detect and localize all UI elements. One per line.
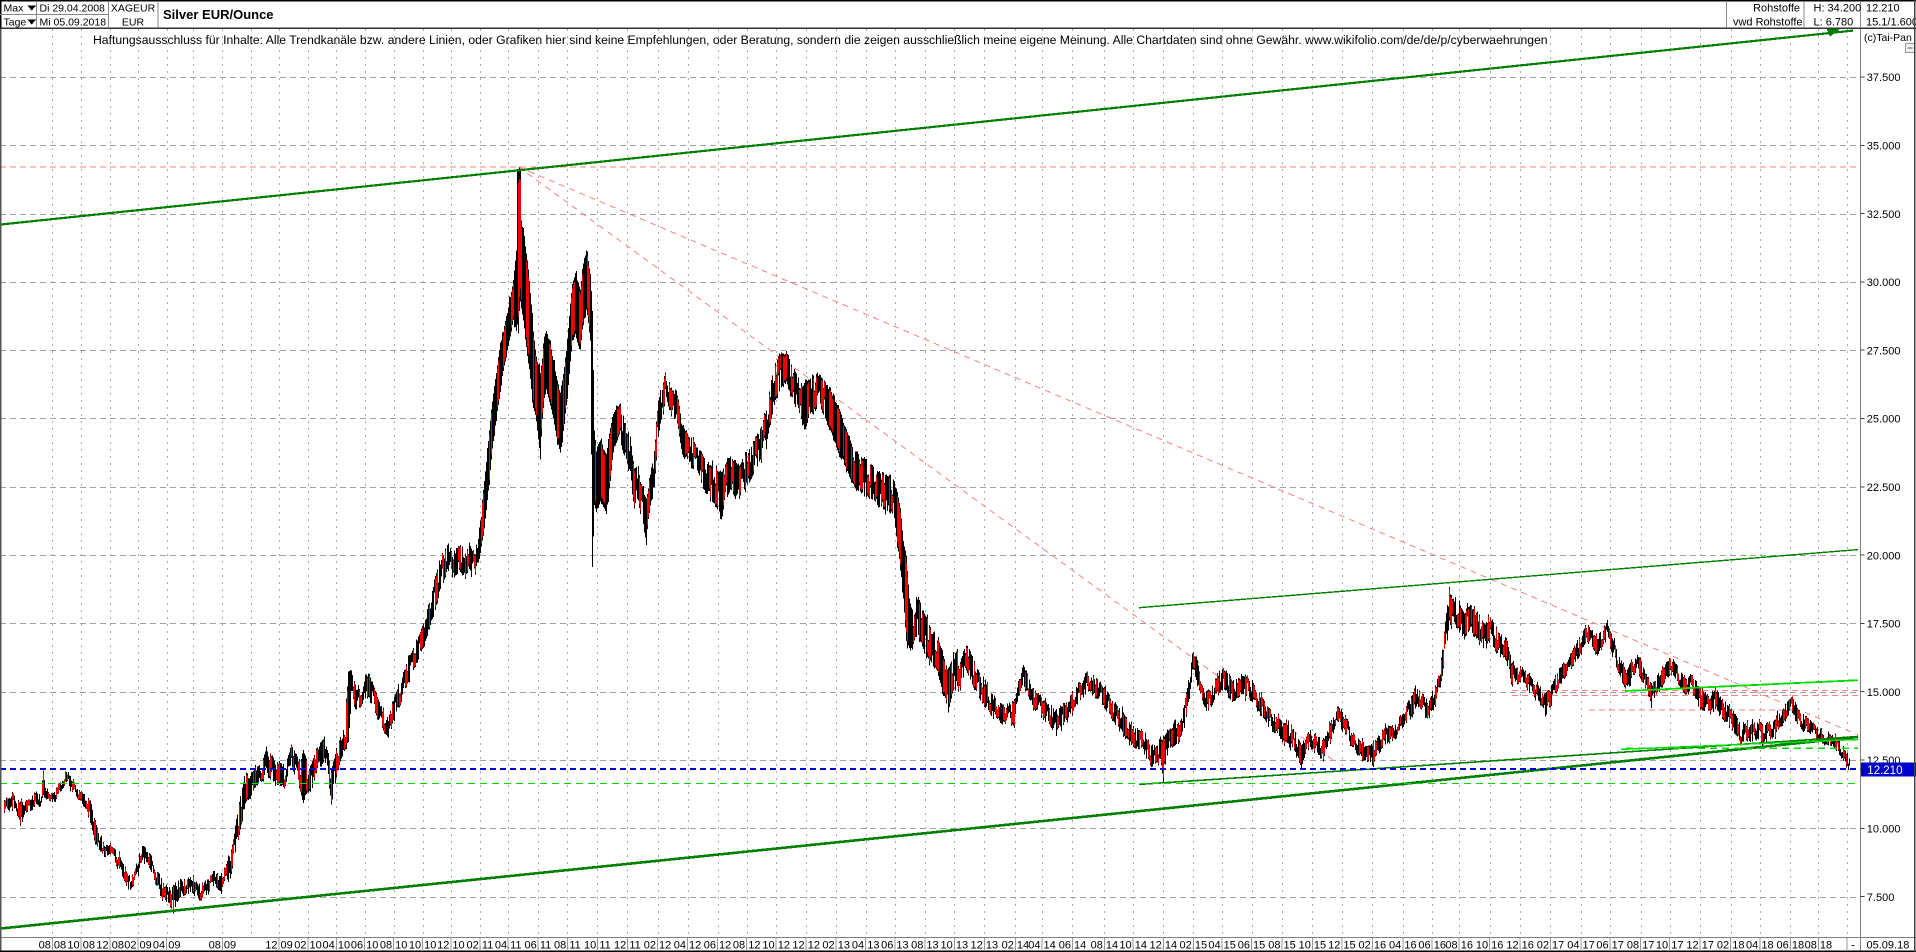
svg-text:27.500: 27.500 (1867, 345, 1901, 357)
svg-text:30.000: 30.000 (1867, 277, 1901, 289)
svg-text:22.500: 22.500 (1867, 482, 1901, 494)
svg-text:Haftungsausschluss für Inhalte: Haftungsausschluss für Inhalte: Alle Tre… (93, 33, 1548, 47)
svg-text:Tage: Tage (4, 17, 27, 29)
svg-text:Silver EUR/Ounce: Silver EUR/Ounce (163, 7, 274, 22)
svg-text:32.500: 32.500 (1867, 209, 1901, 221)
svg-text:20.000: 20.000 (1867, 550, 1901, 562)
svg-text:L: 6.780: L: 6.780 (1814, 17, 1854, 29)
svg-text:H: 34.200: H: 34.200 (1814, 3, 1862, 15)
svg-text:37.500: 37.500 (1867, 72, 1901, 84)
svg-text:-: - (1851, 940, 1855, 952)
svg-text:25.000: 25.000 (1867, 414, 1901, 426)
svg-text:10.000: 10.000 (1867, 824, 1901, 836)
svg-text:05.09.18: 05.09.18 (1867, 940, 1910, 952)
svg-text:vwd Rohstoffe: vwd Rohstoffe (1733, 17, 1803, 29)
svg-text:XAGEUR: XAGEUR (111, 3, 156, 15)
svg-text:17.500: 17.500 (1867, 619, 1901, 631)
svg-text:35.000: 35.000 (1867, 141, 1901, 153)
svg-text:7.500: 7.500 (1867, 892, 1895, 904)
svg-text:EUR: EUR (122, 17, 145, 29)
svg-text:Mi 05.09.2018: Mi 05.09.2018 (40, 17, 107, 29)
svg-text:12.210: 12.210 (1866, 3, 1900, 15)
svg-text:Max: Max (4, 3, 25, 15)
svg-text:15.000: 15.000 (1867, 687, 1901, 699)
svg-text:(c)Tai-Pan: (c)Tai-Pan (1864, 32, 1912, 44)
svg-text:Rohstoffe: Rohstoffe (1753, 3, 1800, 15)
svg-text:Di 29.04.2008: Di 29.04.2008 (40, 3, 106, 15)
svg-text:15.1/1.600: 15.1/1.600 (1866, 17, 1916, 29)
svg-text:12.210: 12.210 (1867, 765, 1902, 777)
